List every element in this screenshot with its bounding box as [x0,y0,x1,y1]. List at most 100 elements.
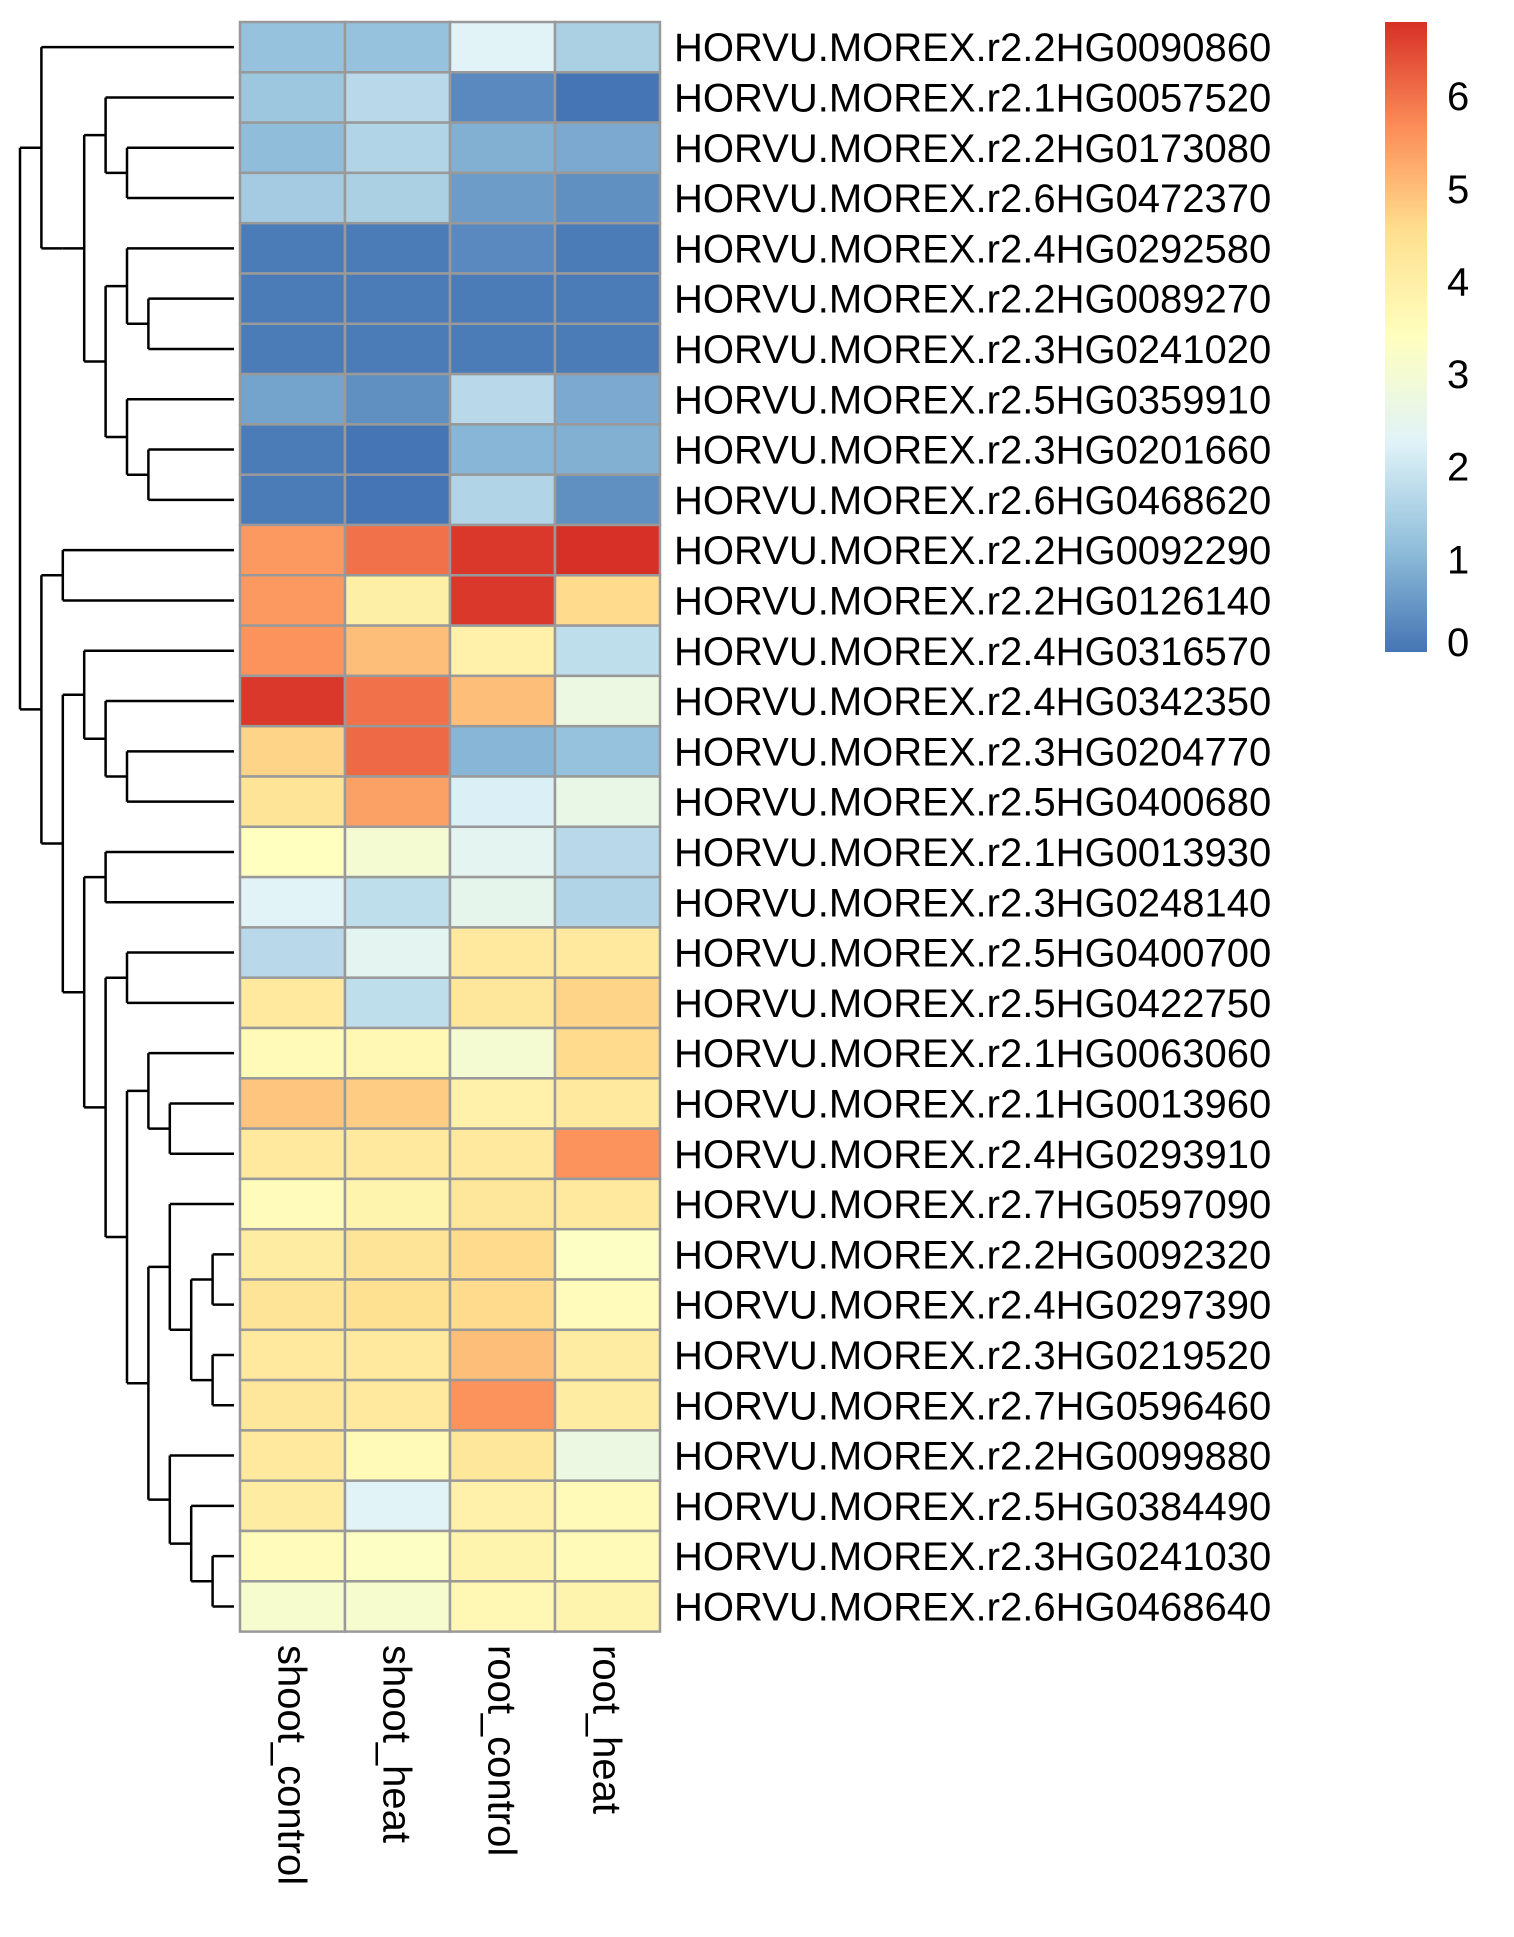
heatmap-cell [448,221,557,275]
heatmap-cell [238,775,347,829]
heatmap-cell [553,1479,662,1533]
column-label: shoot_control [270,1645,314,1885]
heatmap-cell [448,272,557,326]
row-labels: HORVU.MOREX.r2.2HG0090860 HORVU.MOREX.r2.… [674,26,1271,1629]
heatmap-cell [238,875,347,929]
row-label: HORVU.MOREX.r2.6HG0468620 [674,479,1271,523]
legend-tick-label: 1 [1447,538,1469,582]
row-label: HORVU.MOREX.r2.4HG0342350 [674,680,1271,724]
heatmap-cell [238,71,347,124]
legend-tick-label: 5 [1447,168,1469,212]
heatmap-cell [343,926,452,979]
row-label: HORVU.MOREX.r2.2HG0092290 [674,529,1271,573]
heatmap-cell [448,1077,557,1130]
heatmap-cell [448,322,557,376]
legend-tick-label: 6 [1447,75,1469,119]
heatmap-cell [343,1328,452,1382]
heatmap-cell [343,1177,452,1231]
heatmap-cell [553,1378,662,1432]
heatmap-cell [238,1328,347,1382]
heatmap-cell [553,1227,662,1281]
heatmap-cell [448,1328,557,1382]
heatmap-cell [238,20,347,74]
heatmap-cell [553,1177,662,1231]
heatmap-cell [238,1529,347,1583]
row-label: HORVU.MOREX.r2.4HG0292580 [674,227,1271,271]
heatmap-cell [448,1227,557,1281]
heatmap-cell [448,1177,557,1231]
heatmap-cell [553,1026,662,1080]
row-label: HORVU.MOREX.r2.3HG0219520 [674,1334,1271,1378]
heatmap-cell [553,473,662,527]
heatmap-cell [238,171,347,225]
heatmap-cell [343,775,452,829]
heatmap-cell [553,1328,662,1382]
heatmap-cell [553,825,662,879]
heatmap-cell [238,423,347,476]
row-label: HORVU.MOREX.r2.3HG0241020 [674,328,1271,372]
heatmap-cell [553,624,662,678]
heatmap-cell [343,1026,452,1080]
heatmap-cell [553,875,662,929]
heatmap-cell [553,121,662,175]
row-label: HORVU.MOREX.r2.2HG0126140 [674,579,1271,623]
heatmap-cell [448,372,557,426]
row-label: HORVU.MOREX.r2.2HG0092320 [674,1233,1271,1277]
heatmap-cell [553,221,662,275]
heatmap-cell [448,1378,557,1432]
heatmap-cell [343,1529,452,1583]
column-labels: shoot_control shoot_heat root_control root_… [270,1645,629,1885]
legend-tick-label: 4 [1447,260,1469,304]
legend-tick-label: 0 [1447,621,1469,665]
heatmap-cell [343,171,452,225]
heatmap-cell [238,1378,347,1432]
heatmap-cell [343,724,452,778]
heatmap-cell [553,322,662,376]
heatmap-cell [238,322,347,376]
heatmap-cell [343,423,452,476]
heatmap-cell [238,272,347,326]
row-label: HORVU.MOREX.r2.2HG0173080 [674,127,1271,171]
heatmap-cell [448,825,557,879]
heatmap-cell [553,1127,662,1181]
heatmap-cell [238,1227,347,1281]
heatmap-cell [553,1278,662,1332]
legend-tick-label: 3 [1447,353,1469,397]
heatmap-cell [343,1429,452,1482]
heatmap-cell [343,976,452,1030]
row-label: HORVU.MOREX.r2.1HG0013930 [674,831,1271,875]
row-label: HORVU.MOREX.r2.2HG0089270 [674,278,1271,322]
heatmap-cell [343,624,452,678]
heatmap-cell [343,322,452,376]
heatmap-cell [238,624,347,678]
heatmap-cell [553,372,662,426]
heatmap-cell [238,825,347,879]
heatmap-cell [238,1278,347,1332]
heatmap-cell [448,71,557,124]
heatmap-cell [448,1026,557,1080]
heatmap-cell [238,221,347,275]
heatmap-cell [448,1580,557,1633]
row-label: HORVU.MOREX.r2.3HG0241030 [674,1535,1271,1579]
heatmap-cell [448,674,557,728]
heatmap-cell [238,1580,347,1633]
row-label: HORVU.MOREX.r2.1HG0063060 [674,1032,1271,1076]
heatmap-cell [343,221,452,275]
heatmap-cell [553,423,662,476]
heatmap-cell [238,1127,347,1181]
heatmap-cell [448,926,557,979]
column-label: root_control [480,1645,524,1856]
heatmap-cell [238,473,347,527]
heatmap-cell [238,976,347,1030]
heatmap-cell [553,775,662,829]
heatmap-cell [343,1580,452,1633]
heatmap-cell [448,1479,557,1533]
legend-color-bar [1385,22,1427,652]
heatmap-cell [238,523,347,577]
heatmap-cell [343,574,452,627]
heatmap-cell [448,976,557,1030]
heatmap-cell [238,1429,347,1482]
heatmap-cell [448,1529,557,1583]
heatmap-cell [238,1177,347,1231]
heatmap-cell [343,20,452,74]
